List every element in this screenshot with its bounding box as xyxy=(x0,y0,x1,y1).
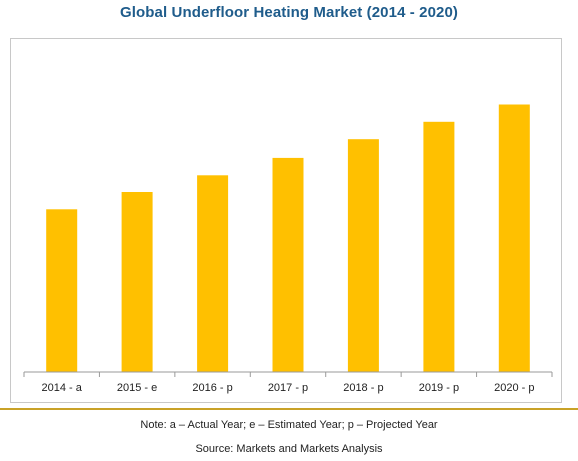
x-tick-label: 2018 - p xyxy=(343,382,383,394)
bar-5 xyxy=(423,121,455,372)
chart-note: Note: a – Actual Year; e – Estimated Yea… xyxy=(140,419,438,431)
bar-2 xyxy=(197,175,229,372)
bar-3 xyxy=(272,157,304,372)
x-tick-label: 2019 - p xyxy=(419,382,459,394)
bars-group xyxy=(46,104,530,372)
x-ticks-group xyxy=(23,372,553,377)
x-tick-labels-group: 2014 - a 2015 - e 2016 - p 2017 - p 2018 - p… xyxy=(42,382,535,394)
x-tick-label: 2015 - e xyxy=(117,382,157,394)
bar-0 xyxy=(46,209,78,372)
chart-title: Global Underfloor Heating Market (2014 -… xyxy=(119,4,459,21)
bar-4 xyxy=(347,139,379,372)
x-tick-label: 2014 - a xyxy=(42,382,83,394)
bar-1 xyxy=(121,192,153,372)
chart-source: Source: Markets and Markets Analysis xyxy=(195,443,383,455)
x-tick-label: 2017 - p xyxy=(268,382,308,394)
bar-6 xyxy=(498,104,530,372)
x-tick-label: 2020 - p xyxy=(494,382,534,394)
divider-rule xyxy=(0,408,578,410)
x-tick-label: 2016 - p xyxy=(192,382,232,394)
